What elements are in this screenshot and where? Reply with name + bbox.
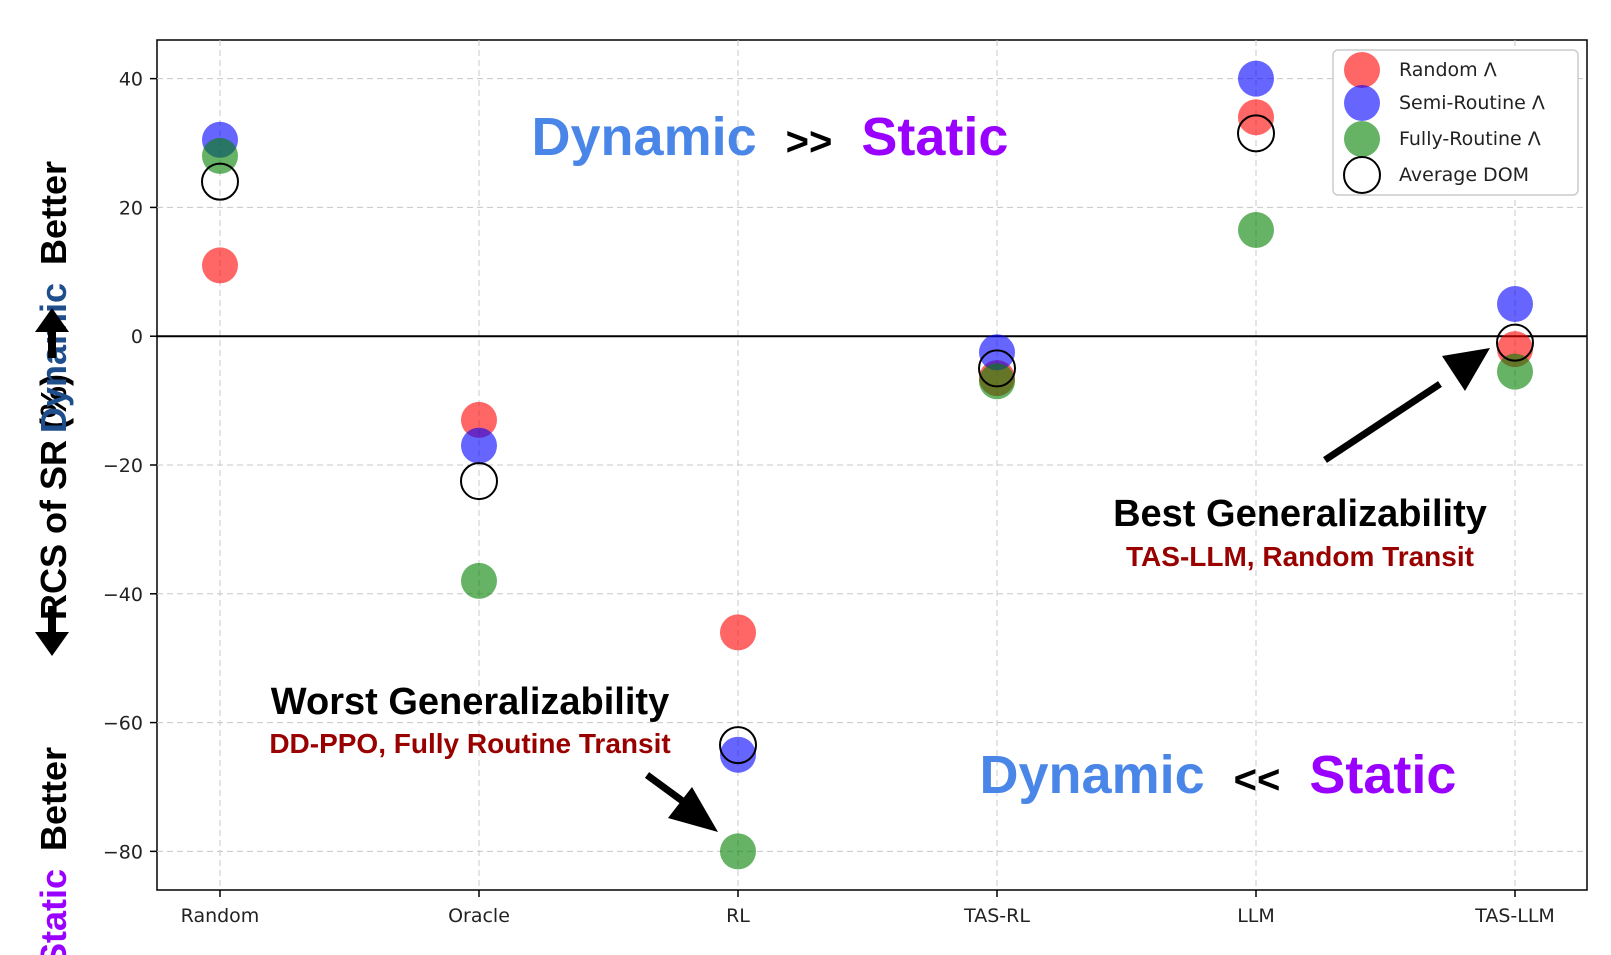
- data-point: [1238, 60, 1274, 97]
- data-point: [979, 363, 1015, 400]
- data-point: [1238, 99, 1274, 136]
- data-point: [720, 736, 756, 773]
- data-point: [1497, 353, 1533, 390]
- ylabel-dynamic: Dynamic: [33, 283, 74, 433]
- x-tick-label: Oracle: [448, 905, 510, 927]
- legend-marker-semi-routine: [1344, 85, 1380, 121]
- top-banner-dynamic: Dynamic: [532, 107, 757, 167]
- y-tick-label: 40: [119, 69, 143, 91]
- data-point: [461, 562, 497, 599]
- bottom-banner-static: Static: [1309, 745, 1456, 805]
- y-ticks: 40 20 0 −20 −40 −60 −80: [103, 69, 157, 863]
- top-banner-static: Static: [861, 107, 1008, 167]
- legend-label-semi-routine: Semi-Routine Λ: [1399, 92, 1545, 114]
- data-point: [201, 162, 239, 201]
- y-axis-label: Static Better RCS of SR (%) Dynamic Bett…: [33, 161, 74, 955]
- ylabel-arrow-up-head: [35, 308, 69, 332]
- y-tick-label: −60: [103, 713, 143, 735]
- x-tick-label: LLM: [1237, 905, 1275, 927]
- y-tick-label: 0: [131, 326, 143, 348]
- x-ticks: Random Oracle RL TAS-RL LLM TAS-LLM: [181, 890, 1555, 927]
- ylabel-static: Static: [33, 869, 74, 955]
- data-point: [978, 349, 1016, 388]
- data-point: [719, 726, 757, 765]
- ylabel-static-better: Better: [33, 747, 74, 851]
- worst-title: Worst Generalizability: [271, 681, 669, 723]
- data-point: [202, 137, 238, 174]
- data-point: [720, 833, 756, 870]
- data-point: [461, 427, 497, 464]
- y-tick-label: −80: [103, 841, 143, 863]
- worst-subtitle: DD-PPO, Fully Routine Transit: [269, 728, 670, 759]
- y-tick-label: −20: [103, 455, 143, 477]
- bottom-banner-op: <<: [1234, 758, 1281, 802]
- best-title: Best Generalizability: [1113, 493, 1487, 535]
- data-point: [720, 614, 756, 651]
- ylabel-arrow-down-head: [35, 632, 69, 656]
- legend-marker-average-dom: [1343, 156, 1381, 194]
- ylabel-middle: RCS of SR (%): [33, 374, 74, 620]
- bottom-banner: Dynamic << Static: [980, 745, 1457, 805]
- bottom-banner-dynamic: Dynamic: [980, 745, 1205, 805]
- best-arrow-shaft: [1323, 381, 1442, 463]
- ylabel-dynamic-better: Better: [33, 161, 74, 265]
- legend-label-random: Random Λ: [1399, 59, 1497, 81]
- svg-text:Static Better RCS: Static Better RCS of SR (%) Dynamic Bett…: [33, 161, 74, 955]
- y-tick-label: −40: [103, 584, 143, 606]
- x-tick-label: RL: [726, 905, 750, 927]
- x-tick-label: Random: [181, 905, 260, 927]
- x-tick-label: TAS-RL: [963, 905, 1030, 927]
- legend-box: [1332, 49, 1579, 196]
- ylabel-arrow-up-shaft: [48, 332, 56, 358]
- best-subtitle: TAS-LLM, Random Transit: [1126, 541, 1474, 572]
- data-point: [1238, 211, 1274, 248]
- data-point: [461, 401, 497, 438]
- legend-label-fully-routine: Fully-Routine Λ: [1399, 128, 1541, 150]
- data-point: [1237, 114, 1275, 153]
- data-points: [201, 60, 1534, 870]
- top-banner-op: >>: [786, 120, 833, 164]
- y-tick-label: 20: [119, 197, 143, 219]
- data-point: [1496, 323, 1534, 362]
- data-point: [1497, 286, 1533, 323]
- legend-marker-fully-routine: [1344, 121, 1380, 157]
- top-banner: Dynamic >> Static: [532, 107, 1009, 167]
- data-point: [460, 462, 498, 501]
- best-arrow-head: [1442, 348, 1490, 391]
- x-tick-label: TAS-LLM: [1474, 905, 1555, 927]
- data-point: [979, 334, 1015, 371]
- legend: Random Λ Semi-Routine Λ Fully-Routine Λ …: [1332, 49, 1579, 196]
- ylabel-arrow-down-shaft: [48, 606, 56, 632]
- worst-arrow-head: [668, 787, 718, 832]
- legend-label-average-dom: Average DOM: [1399, 164, 1529, 186]
- legend-marker-random: [1344, 52, 1380, 88]
- data-point: [202, 247, 238, 284]
